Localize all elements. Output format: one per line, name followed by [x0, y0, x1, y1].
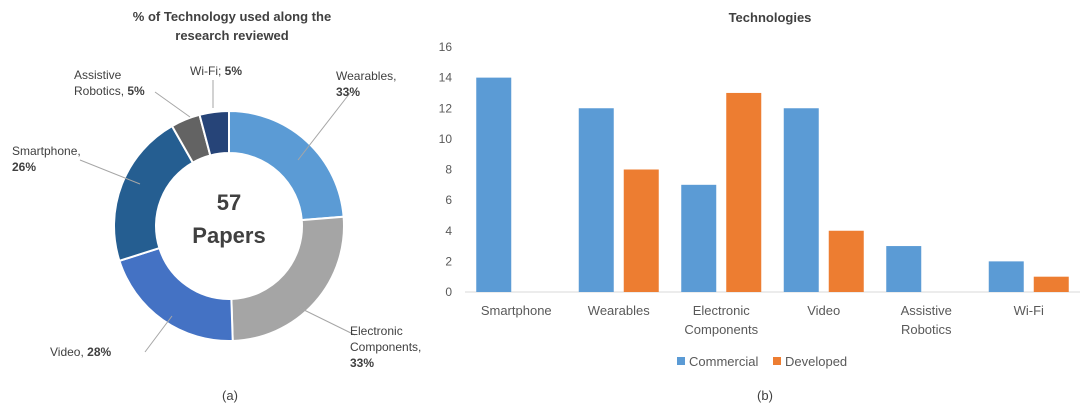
bar-chart-title: Technologies	[729, 10, 812, 25]
donut-slice-label: Electronic	[350, 324, 403, 338]
donut-center-text: Papers	[192, 223, 265, 248]
donut-slice-wi-fi	[198, 109, 230, 157]
donut-title-line: % of Technology used along the	[133, 9, 331, 24]
legend-label-developed: Developed	[785, 354, 847, 369]
legend-label-commercial: Commercial	[689, 354, 758, 369]
bar-commercial	[886, 246, 922, 292]
bar-commercial	[988, 261, 1024, 292]
bar-commercial	[783, 108, 819, 292]
y-tick-label: 8	[445, 163, 452, 177]
donut-caption: (a)	[222, 388, 238, 403]
donut-slice-label: Wi-Fi; 5%	[190, 64, 242, 78]
y-tick-label: 14	[439, 71, 453, 85]
x-tick-label: Wi-Fi	[1014, 303, 1044, 318]
x-axis-ticks: Smartphone Wearables Electronic Components V…	[481, 303, 1044, 337]
legend: Commercial Developed	[677, 354, 847, 369]
y-tick-label: 0	[445, 285, 452, 299]
donut-slice-labels: Wearables, 33% Electronic Components, 33% Vid…	[12, 64, 421, 370]
y-axis-ticks: 0 2 4 6 8 10 12 14 16	[439, 40, 453, 299]
y-tick-label: 16	[439, 40, 453, 54]
x-tick-label: Electronic	[693, 303, 751, 318]
donut-slice-label: Components,	[350, 340, 421, 354]
donut-slice-label: Wearables,	[336, 69, 396, 83]
leader-line	[154, 91, 191, 118]
x-tick-label: Assistive	[901, 303, 952, 318]
bar-developed	[623, 169, 659, 292]
y-tick-label: 12	[439, 101, 453, 115]
bar-commercial	[681, 184, 717, 292]
legend-swatch-developed	[773, 357, 781, 365]
x-tick-label: Smartphone	[481, 303, 552, 318]
bar-developed	[828, 230, 864, 292]
donut-slice-label: 33%	[336, 85, 360, 99]
donut-slice-label: 26%	[12, 160, 36, 174]
donut-title-line: research reviewed	[175, 28, 289, 43]
donut-leader-lines	[79, 80, 356, 353]
bar-commercial	[476, 77, 512, 292]
x-tick-label: Wearables	[588, 303, 650, 318]
leader-line	[299, 307, 356, 336]
donut-slices	[113, 109, 345, 342]
bar-caption: (b)	[757, 388, 773, 403]
donut-slice-label: Video, 28%	[50, 345, 112, 359]
leader-line	[297, 92, 351, 161]
donut-slice-label: 33%	[350, 356, 374, 370]
y-tick-label: 2	[445, 254, 452, 268]
y-tick-label: 6	[445, 193, 452, 207]
donut-slice-label: Smartphone,	[12, 144, 81, 158]
x-tick-label: Components	[684, 322, 758, 337]
bar-commercial	[578, 108, 614, 292]
bar-developed	[1033, 276, 1069, 292]
donut-chart-title: % of Technology used along the research r…	[133, 9, 331, 43]
legend-swatch-commercial	[677, 357, 685, 365]
leader-line	[144, 315, 173, 353]
donut-slice-label: Robotics, 5%	[74, 84, 145, 98]
y-tick-label: 10	[439, 132, 453, 146]
bar-developed	[726, 92, 762, 292]
bar-marks	[476, 77, 1069, 292]
y-tick-label: 4	[445, 224, 452, 238]
leader-line	[79, 159, 141, 185]
donut-center-label: 57 Papers	[192, 190, 265, 248]
x-tick-label: Video	[807, 303, 840, 318]
x-tick-label: Robotics	[901, 322, 952, 337]
donut-center-count: 57	[217, 190, 241, 215]
donut-slice-label: Assistive	[74, 68, 122, 82]
donut-chart: % of Technology used along the research r…	[12, 9, 421, 403]
